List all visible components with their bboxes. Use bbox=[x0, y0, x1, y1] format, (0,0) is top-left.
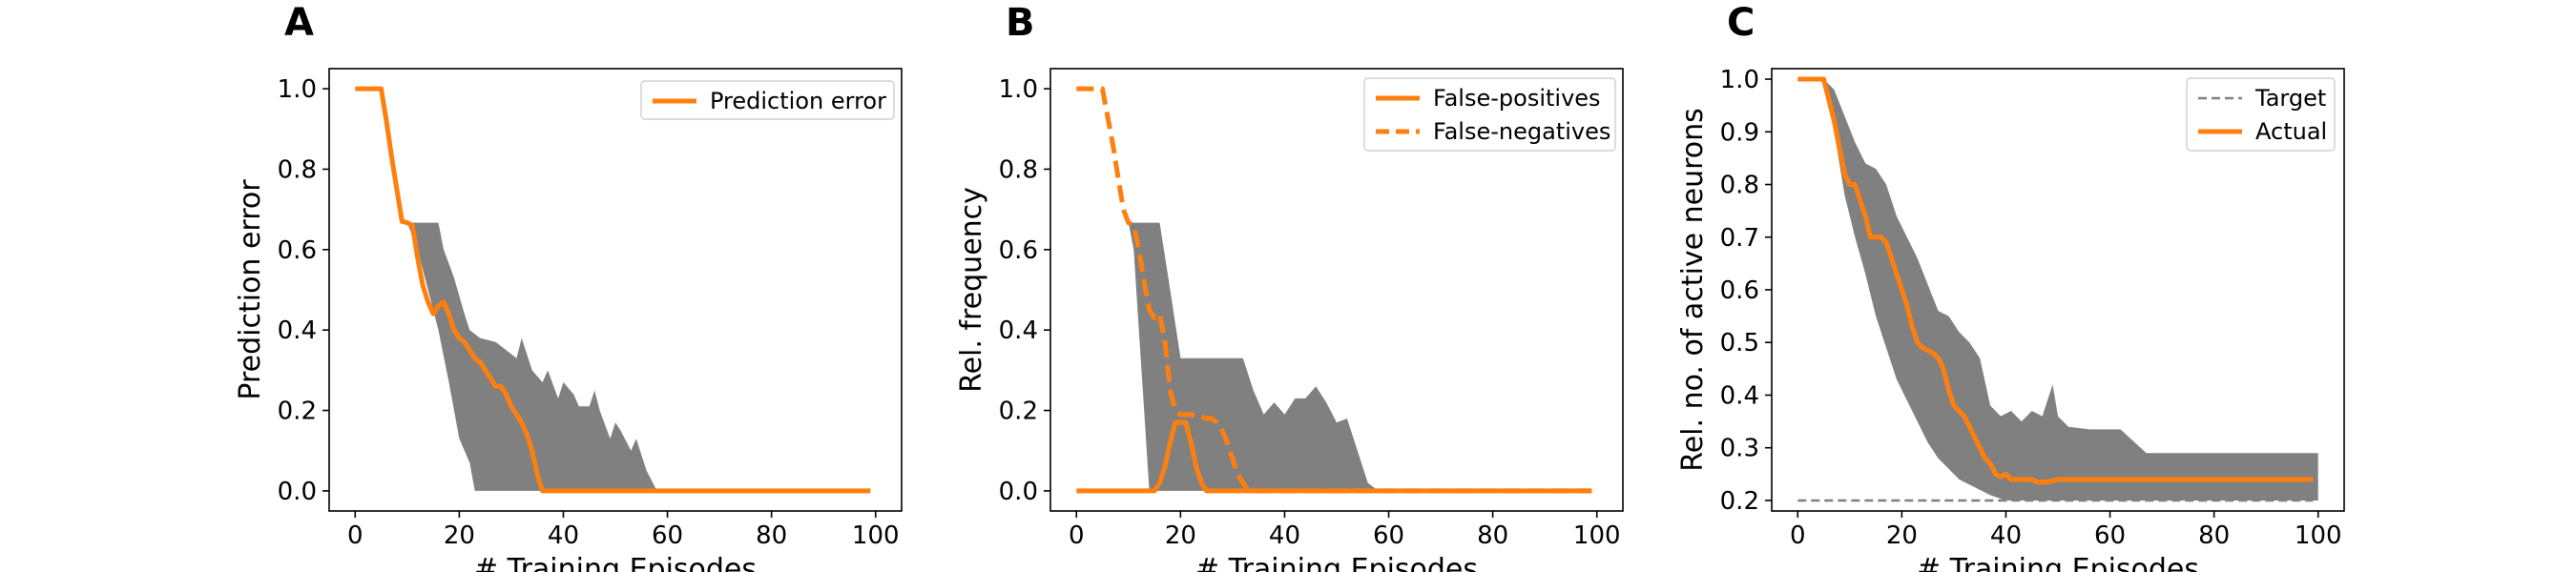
x-tick-label: 80 bbox=[2198, 521, 2230, 550]
x-axis-label: # Training Episodes bbox=[1917, 553, 2199, 572]
y-tick-label: 0.0 bbox=[278, 478, 317, 506]
uncertainty-band bbox=[1797, 79, 2318, 500]
axes-frame bbox=[1049, 68, 1624, 512]
series-line-false-positives bbox=[1076, 419, 1592, 494]
series-line-false-negatives bbox=[1076, 86, 1592, 494]
y-tick-label: 0.8 bbox=[1720, 172, 1759, 200]
x-tick-label: 80 bbox=[756, 521, 787, 550]
x-tick-label: 60 bbox=[652, 521, 683, 550]
x-tick-label: 0 bbox=[1069, 521, 1085, 550]
panel-a: A 0 20 40 60 80 100 0.0 0.2 0.4 0.6 0.8 1.0 # Trainin… bbox=[234, 1, 903, 572]
x-axis-label: # Training Episodes bbox=[1195, 553, 1478, 572]
y-tick-label: 0.3 bbox=[1720, 435, 1759, 463]
y-tick-label: 0.5 bbox=[1720, 329, 1759, 358]
x-tick-label: 60 bbox=[2094, 521, 2126, 550]
y-tick-label: 1.0 bbox=[999, 75, 1038, 104]
y-tick-label: 0.8 bbox=[999, 155, 1038, 184]
legend-label: Prediction error bbox=[710, 88, 886, 114]
uncertainty-band bbox=[355, 89, 876, 491]
axes-frame bbox=[328, 68, 903, 512]
legend-label: False-negatives bbox=[1433, 118, 1610, 145]
y-tick-label: 0.6 bbox=[278, 236, 317, 265]
x-tick-label: 100 bbox=[2295, 521, 2342, 550]
y-tick-label: 0.6 bbox=[1720, 276, 1759, 305]
series-line-prediction-error bbox=[355, 86, 871, 494]
y-tick-label: 0.2 bbox=[999, 398, 1038, 426]
y-tick-label: 1.0 bbox=[1720, 66, 1759, 94]
x-tick-label: 60 bbox=[1373, 521, 1404, 550]
panel-b: B 0 20 40 60 80 100 0.0 0.2 0.4 0.6 0.8 1.0 # Trainin… bbox=[955, 1, 1624, 572]
uncertainty-band bbox=[1076, 222, 1597, 491]
x-tick-label: 80 bbox=[1477, 521, 1508, 550]
x-tick-label: 0 bbox=[1790, 521, 1806, 550]
y-tick-label: 0.4 bbox=[999, 317, 1038, 345]
y-tick-label: 0.6 bbox=[999, 236, 1038, 265]
x-tick-label: 20 bbox=[444, 521, 475, 550]
y-tick-label: 0.7 bbox=[1720, 224, 1759, 253]
legend: Prediction error bbox=[640, 80, 895, 120]
legend: False-positives False-negatives bbox=[1363, 77, 1616, 152]
x-axis-label: # Training Episodes bbox=[474, 553, 757, 572]
y-tick-label: 0.4 bbox=[1720, 381, 1759, 410]
y-tick-label: 0.2 bbox=[1720, 487, 1759, 516]
legend-box bbox=[640, 80, 895, 120]
legend-label: Actual bbox=[2255, 118, 2327, 145]
y-tick-label: 0.2 bbox=[278, 398, 317, 426]
y-tick-label: 0.4 bbox=[278, 317, 317, 345]
panel-letter: B bbox=[1006, 1, 1035, 45]
legend-label: False-positives bbox=[1433, 85, 1601, 112]
panel-c: C 0 20 40 60 80 100 0.2 0.3 0.4 0.5 0.6 0.7 0.8 0.9 1.0… bbox=[1676, 1, 2345, 572]
y-axis-label: Rel. frequency bbox=[955, 187, 988, 393]
legend-label: Target bbox=[2254, 85, 2326, 112]
x-tick-label: 40 bbox=[548, 521, 579, 550]
x-tick-label: 20 bbox=[1165, 521, 1196, 550]
x-tick-label: 100 bbox=[1573, 521, 1621, 550]
legend-box bbox=[1363, 77, 1616, 152]
x-tick-label: 0 bbox=[347, 521, 364, 550]
x-tick-label: 40 bbox=[1269, 521, 1300, 550]
legend: Target Actual bbox=[2186, 77, 2336, 152]
y-axis-label: Prediction error bbox=[234, 179, 267, 400]
x-tick-label: 40 bbox=[1990, 521, 2022, 550]
panel-letter: A bbox=[284, 1, 314, 45]
series-line-actual bbox=[1797, 76, 2314, 485]
y-axis-label: Rel. no. of active neurons bbox=[1676, 108, 1710, 472]
y-tick-label: 1.0 bbox=[278, 75, 317, 104]
y-tick-label: 0.0 bbox=[999, 478, 1038, 506]
panel-letter: C bbox=[1727, 1, 1755, 45]
y-tick-label: 0.8 bbox=[278, 155, 317, 184]
x-tick-label: 20 bbox=[1886, 521, 1918, 550]
y-tick-label: 0.9 bbox=[1720, 118, 1759, 147]
x-tick-label: 100 bbox=[852, 521, 900, 550]
